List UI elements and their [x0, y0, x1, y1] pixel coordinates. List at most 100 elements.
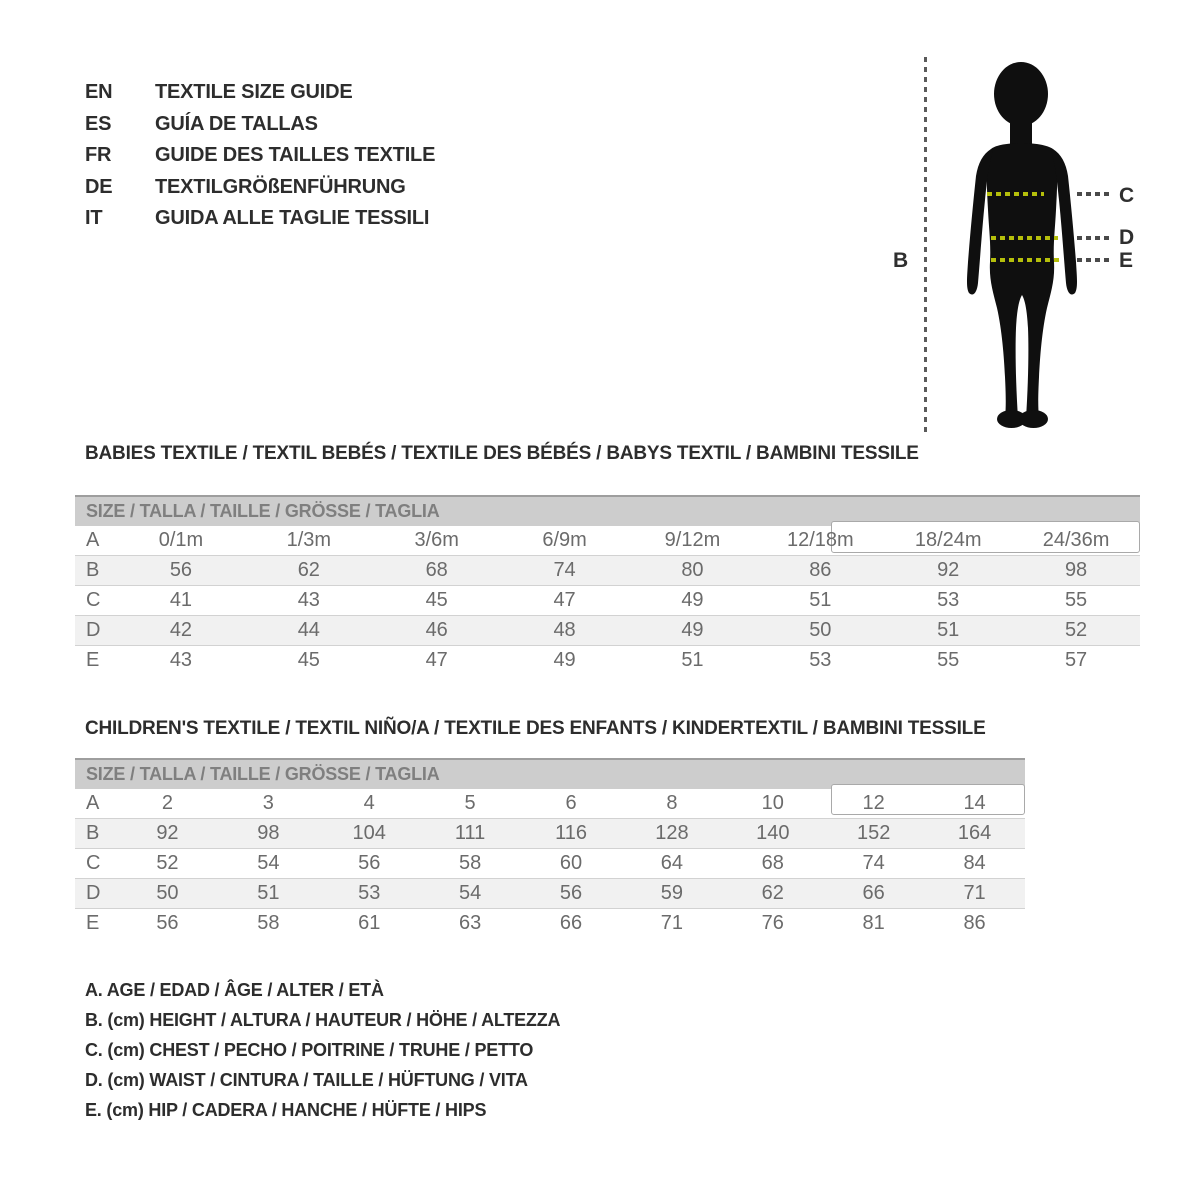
- size-value: 51: [257, 882, 280, 904]
- size-value: 62: [297, 559, 320, 581]
- size-value: 59: [660, 882, 684, 904]
- size-value: 60: [559, 852, 583, 874]
- size-value: 104: [352, 822, 386, 844]
- language-row-fr: FR GUIDE DES TAILLES TEXTILE: [85, 140, 435, 172]
- babies-table: SIZE / TALLA / TAILLE / GRÖSSE / TAGLIA …: [75, 495, 1140, 675]
- measure-label-waist: D: [1119, 226, 1135, 249]
- size-value: 98: [257, 822, 280, 844]
- size-value: 46: [425, 619, 448, 641]
- size-value: 98: [1064, 559, 1088, 581]
- size-value: 24/36m: [1042, 529, 1110, 551]
- size-value: 43: [297, 589, 320, 611]
- size-value: 63: [458, 912, 482, 934]
- size-value: 53: [358, 882, 381, 904]
- language-title: GUIDA ALLE TAGLIE TESSILI: [155, 207, 430, 229]
- children-row-e: E 56 58 61 63 66 71 76 81 86: [75, 908, 1025, 938]
- babies-heading: BABIES TEXTILE / TEXTIL BEBÉS / TEXTILE …: [85, 443, 919, 464]
- size-value: 6: [565, 792, 577, 814]
- size-value: 80: [681, 559, 704, 581]
- language-code: EN: [85, 81, 113, 103]
- size-value: 9/12m: [664, 529, 721, 551]
- babies-row-a: A 0/1m 1/3m 3/6m 6/9m 9/12m 12/18m 18/24m 24/36m: [75, 526, 1140, 555]
- size-value: 53: [809, 649, 832, 671]
- row-label: B: [86, 559, 100, 581]
- size-value: 50: [156, 882, 179, 904]
- babies-table-rows: A 0/1m 1/3m 3/6m 6/9m 9/12m 12/18m 18/24m 24/36m…: [75, 526, 1140, 675]
- waist-leader-line: [1077, 236, 1110, 240]
- size-value: 3/6m: [414, 529, 459, 551]
- size-value: 55: [937, 649, 960, 671]
- children-table-rows: A 2 3 4 5 6 8 10 12 14 B 92 98 104 111 116 128 140 152 164 C…: [75, 789, 1025, 938]
- size-value: 51: [937, 619, 960, 641]
- size-value: 74: [553, 559, 576, 581]
- hip-measure-line: [991, 258, 1061, 262]
- size-value: 81: [862, 912, 885, 934]
- size-value: 51: [681, 649, 704, 671]
- language-row-it: IT GUIDA ALLE TAGLIE TESSILI: [85, 203, 435, 235]
- row-label: C: [86, 852, 101, 874]
- row-label: C: [86, 589, 101, 611]
- size-value: 164: [957, 822, 992, 844]
- babies-row-d: D 42 44 46 48 49 50 51 52: [75, 615, 1140, 645]
- size-value: 71: [963, 882, 986, 904]
- size-value: 140: [756, 822, 790, 844]
- language-code: FR: [85, 144, 112, 166]
- measure-label-chest: C: [1119, 184, 1135, 207]
- size-value: 12: [862, 792, 885, 814]
- size-value: 61: [358, 912, 381, 934]
- children-table-highlight-box: [831, 784, 1025, 815]
- size-value: 45: [425, 589, 448, 611]
- size-value: 5: [464, 792, 476, 814]
- size-value: 49: [553, 649, 576, 671]
- size-value: 62: [761, 882, 784, 904]
- language-title: GUIDE DES TAILLES TEXTILE: [155, 144, 436, 166]
- size-value: 14: [963, 792, 986, 814]
- size-value: 50: [809, 619, 832, 641]
- size-value: 68: [761, 852, 784, 874]
- size-value: 66: [559, 912, 583, 934]
- babies-size-header: SIZE / TALLA / TAILLE / GRÖSSE / TAGLIA: [75, 495, 1140, 526]
- children-row-a: A 2 3 4 5 6 8 10 12 14: [75, 789, 1025, 818]
- hip-leader-line: [1077, 258, 1110, 262]
- size-value: 49: [681, 589, 704, 611]
- size-value: 6/9m: [542, 529, 587, 551]
- language-title: TEXTILGRÖßENFÜHRUNG: [155, 175, 406, 198]
- children-row-b: B 92 98 104 111 116 128 140 152 164: [75, 818, 1025, 848]
- language-code: ES: [85, 112, 112, 135]
- size-value: 116: [555, 822, 587, 844]
- chest-measure-line: [987, 192, 1044, 196]
- size-value: 48: [553, 619, 576, 641]
- size-value: 152: [856, 822, 891, 844]
- children-row-c: C 52 54 56 58 60 64 68 74 84: [75, 848, 1025, 878]
- children-row-d: D 50 51 53 54 56 59 62 66 71: [75, 878, 1025, 908]
- measure-legend: A. AGE / EDAD / ÂGE / ALTER / ETÀ B. (cm)…: [85, 975, 561, 1125]
- size-value: 58: [257, 912, 280, 934]
- size-value: 18/24m: [914, 529, 982, 551]
- size-value: 86: [963, 912, 986, 934]
- size-value: 76: [761, 912, 784, 934]
- size-value: 86: [809, 559, 832, 581]
- child-silhouette-icon: [967, 62, 1077, 428]
- size-value: 41: [169, 589, 193, 611]
- size-value: 49: [681, 619, 704, 641]
- size-value: 54: [458, 882, 482, 904]
- language-title: GUÍA DE TALLAS: [155, 112, 318, 135]
- size-value: 45: [297, 649, 320, 671]
- size-value: 92: [937, 559, 960, 581]
- size-value: 55: [1064, 589, 1088, 611]
- size-value: 53: [937, 589, 960, 611]
- children-table: SIZE / TALLA / TAILLE / GRÖSSE / TAGLIA …: [75, 758, 1025, 938]
- legend-line-b: B. (cm) HEIGHT / ALTURA / HAUTEUR / HÖHE…: [85, 1010, 561, 1030]
- size-value: 56: [156, 912, 179, 934]
- legend-line-d: D. (cm) WAIST / CINTURA / TAILLE / HÜFTU…: [85, 1070, 528, 1090]
- children-size-header: SIZE / TALLA / TAILLE / GRÖSSE / TAGLIA: [75, 758, 1025, 789]
- babies-row-e: E 43 45 47 49 51 53 55 57: [75, 645, 1140, 675]
- waist-measure-line: [991, 236, 1058, 240]
- babies-table-highlight-box: [831, 521, 1140, 553]
- size-value: 47: [553, 589, 576, 611]
- language-title: TEXTILE SIZE GUIDE: [155, 81, 353, 103]
- size-value: 56: [358, 852, 381, 874]
- row-label: D: [86, 882, 101, 904]
- row-label: A: [86, 792, 100, 814]
- size-value: 56: [559, 882, 583, 904]
